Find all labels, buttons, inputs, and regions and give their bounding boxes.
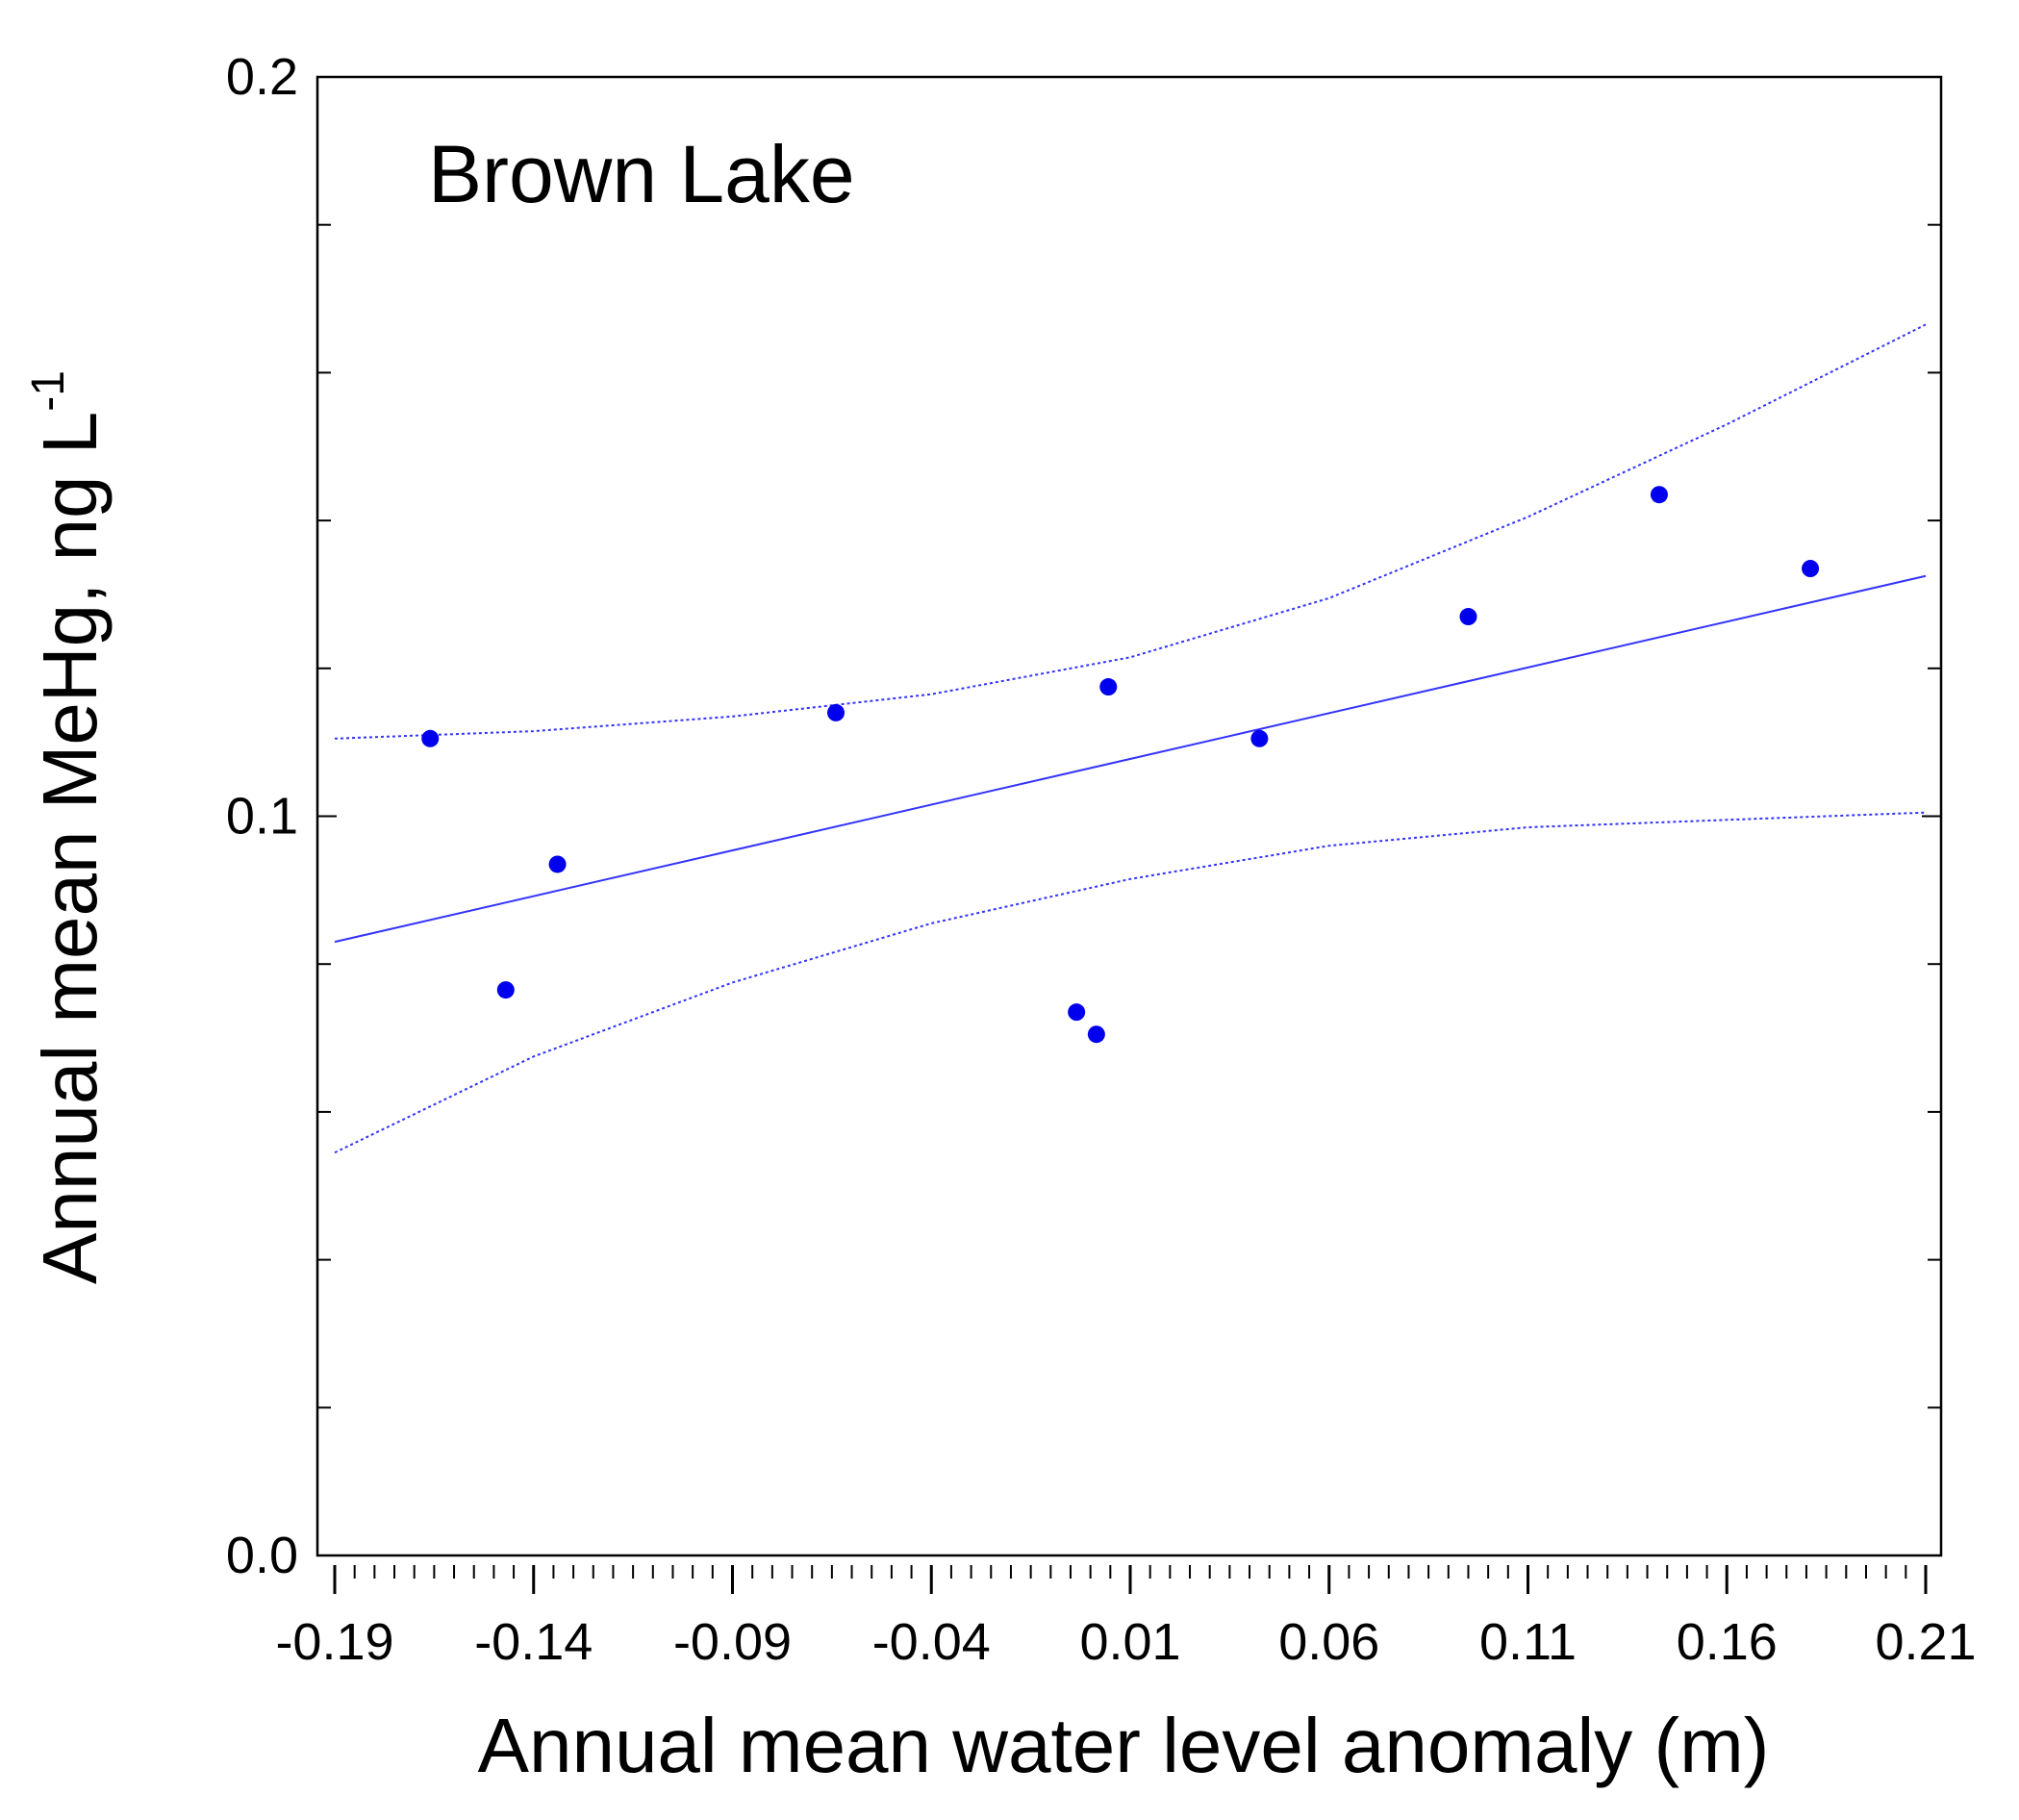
y-tick-label: 0.1 [226, 788, 298, 846]
axis-ticks: 0.0 0.1 0.2 -0.19 -0.14 -0.09 -0.04 0.01 0.06 0.1… [226, 48, 1977, 1671]
x-tick-label: -0.04 [872, 1613, 991, 1671]
data-points [421, 486, 1820, 1044]
chart-annotation: Brown Lake [428, 129, 855, 219]
y-tick-label: 0.2 [226, 48, 298, 106]
plot-area-border [315, 75, 1943, 1557]
ci-lower-line [334, 811, 1927, 1154]
x-tick-label: -0.19 [275, 1613, 393, 1671]
data-point [1250, 729, 1269, 747]
data-point [1459, 608, 1477, 626]
x-tick-label: 0.21 [1875, 1613, 1976, 1671]
data-point [496, 981, 515, 999]
data-point [421, 729, 440, 747]
data-point [1099, 678, 1118, 696]
data-point [1068, 1003, 1086, 1022]
x-tick-label: 0.06 [1278, 1613, 1379, 1671]
x-tick-label: -0.09 [673, 1613, 792, 1671]
y-axis-title-superscript: -1 [23, 370, 74, 412]
y-tick-label: 0.0 [226, 1527, 298, 1584]
x-tick-label: 0.11 [1479, 1613, 1577, 1671]
plot-frame [315, 75, 1943, 1557]
y-axis-title-main: Annual mean MeHg, ng L [27, 412, 113, 1284]
y-axis-title: Annual mean MeHg, ng L-1 [23, 370, 113, 1284]
x-axis-title: Annual mean water level anomaly (m) [478, 1703, 1770, 1788]
data-point [1087, 1025, 1105, 1044]
data-point [1802, 560, 1820, 578]
regression-line-group [334, 574, 1927, 944]
x-tick-label: -0.14 [474, 1613, 593, 1671]
ci-upper-line [334, 323, 1927, 740]
data-point [1650, 486, 1668, 504]
x-tick-label: 0.01 [1079, 1613, 1180, 1671]
data-point [548, 855, 567, 873]
confidence-bands [334, 323, 1927, 1154]
data-point [827, 703, 845, 721]
x-tick-label: 0.16 [1677, 1613, 1778, 1671]
regression-line [334, 574, 1927, 944]
